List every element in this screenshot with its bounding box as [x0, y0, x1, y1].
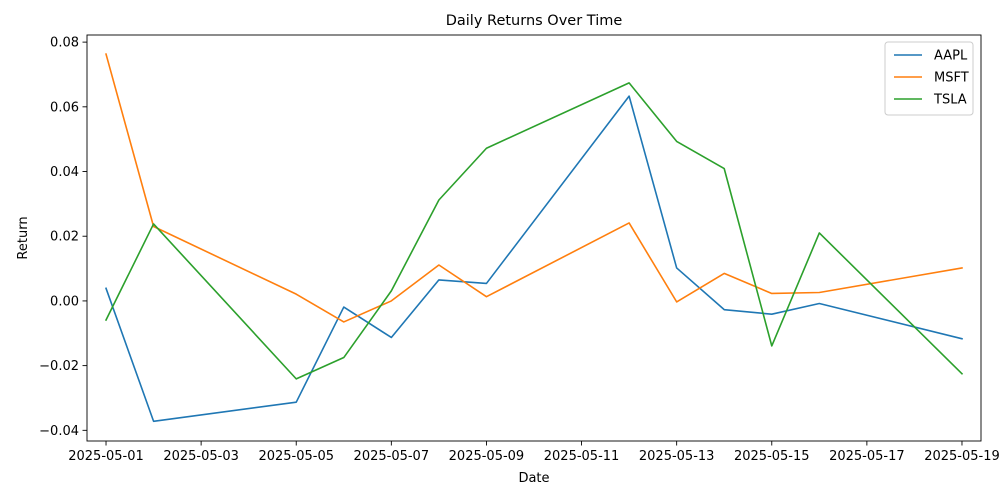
- legend-box: [884, 41, 974, 116]
- legend-label-msft: MSFT: [934, 71, 969, 86]
- series-line-msft: [105, 53, 963, 323]
- y-tick-label: 0.04: [50, 165, 79, 180]
- x-tick-label: 2025-05-19: [924, 449, 1000, 464]
- series-line-aapl: [104, 95, 963, 423]
- x-tick-label: 2025-05-01: [68, 449, 144, 464]
- legend-label-tsla: TSLA: [933, 93, 967, 108]
- y-tick-label: −0.04: [39, 424, 79, 439]
- x-tick-label: 2025-05-07: [354, 449, 430, 464]
- x-tick-label: 2025-05-05: [258, 449, 334, 464]
- x-tick-label: 2025-05-03: [163, 449, 239, 464]
- y-tick-label: 0.06: [50, 100, 79, 115]
- x-tick-label: 2025-05-11: [544, 449, 620, 464]
- chart-title: Daily Returns Over Time: [446, 13, 623, 29]
- legend-label-aapl: AAPL: [934, 49, 968, 64]
- legend: AAPL MSFT TSLA: [884, 41, 974, 116]
- x-tick-label: 2025-05-15: [734, 449, 810, 464]
- y-tick-label: 0.08: [50, 36, 79, 51]
- x-tick-label: 2025-05-17: [829, 449, 905, 464]
- y-tick-label: 0.02: [50, 230, 79, 245]
- plot-frame: [86, 34, 982, 442]
- y-tick-label: 0.00: [50, 294, 79, 309]
- x-tick-label: 2025-05-09: [449, 449, 525, 464]
- x-tick-label: 2025-05-13: [639, 449, 715, 464]
- x-axis-label: Date: [518, 471, 549, 486]
- series-line-tsla: [104, 82, 964, 380]
- y-tick-label: −0.02: [39, 359, 79, 374]
- y-axis-label: Return: [16, 216, 31, 259]
